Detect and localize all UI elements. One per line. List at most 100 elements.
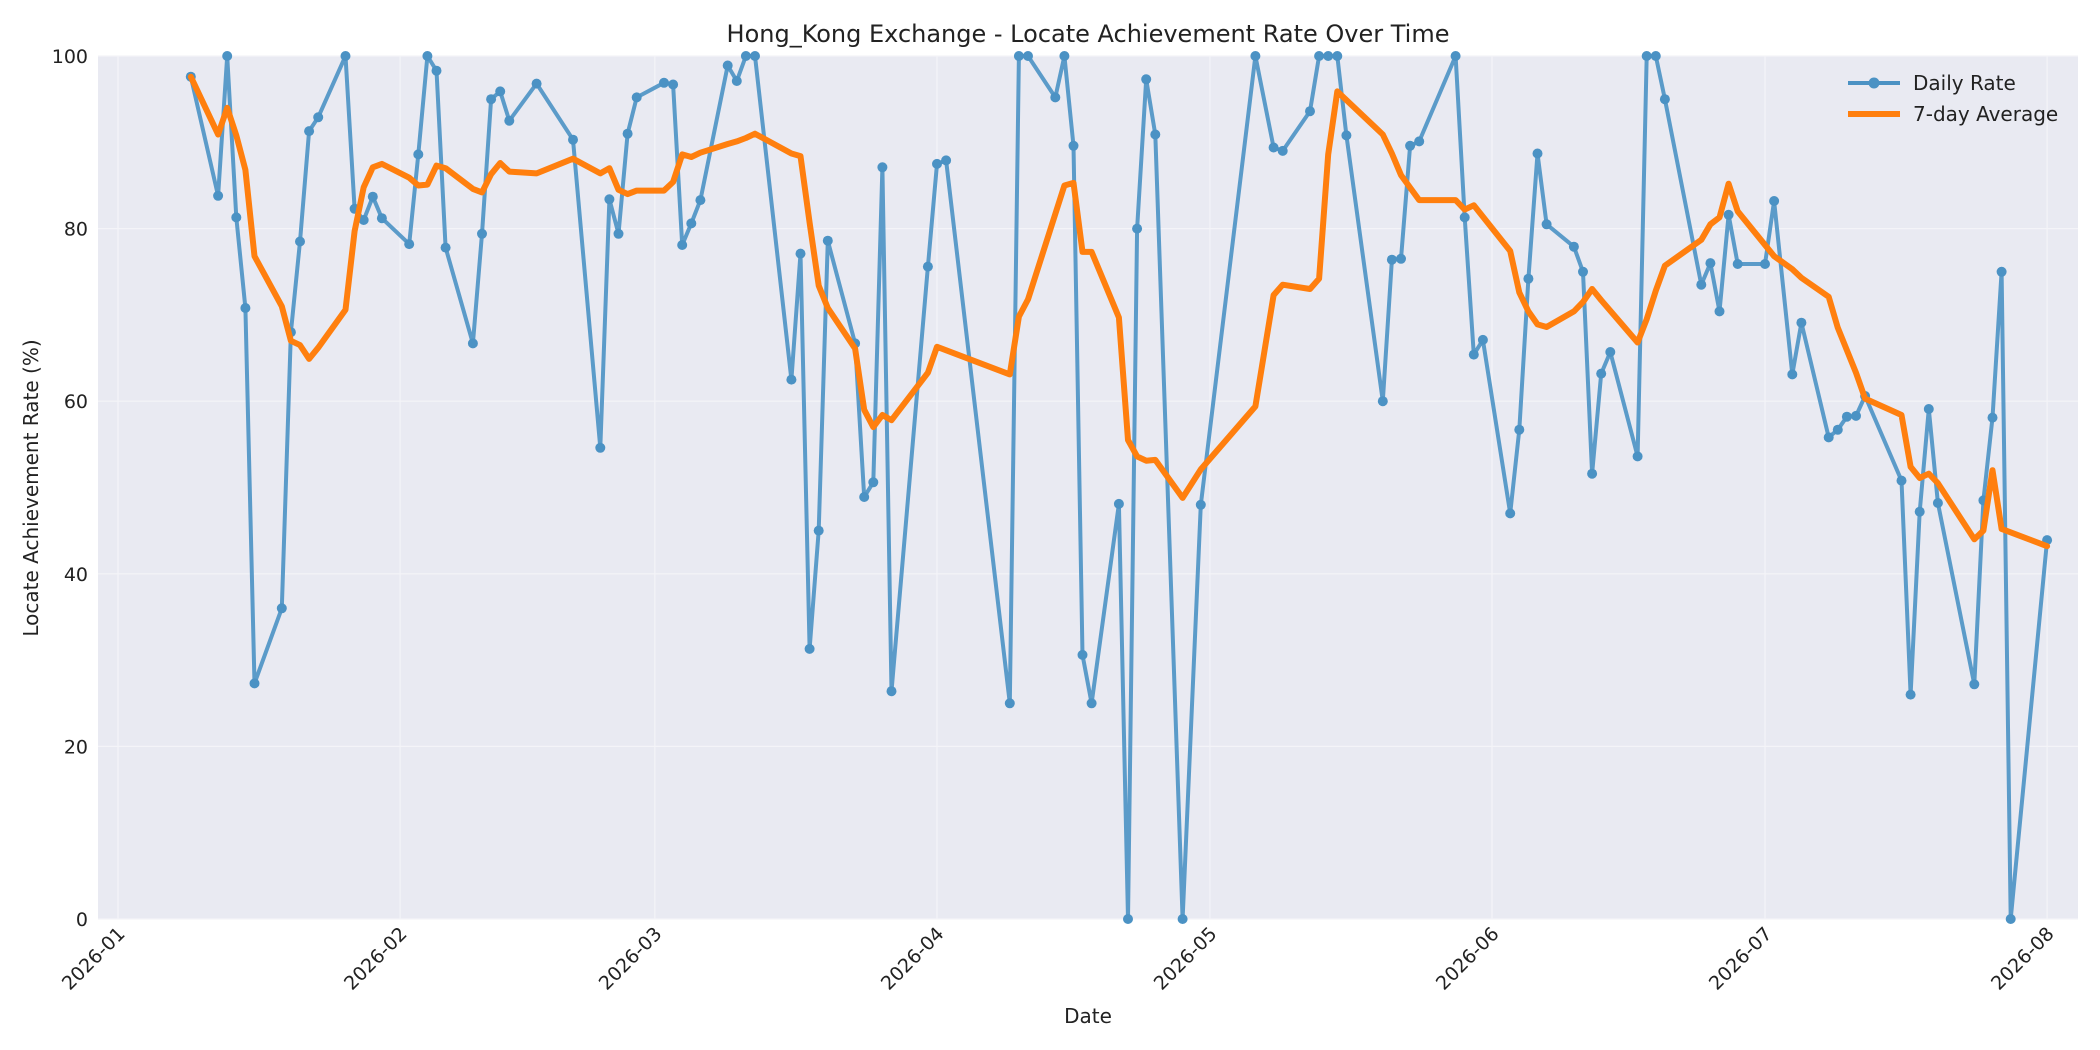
daily-rate-point bbox=[1459, 212, 1470, 223]
daily-rate-point bbox=[1650, 51, 1661, 61]
daily-rate-point bbox=[1004, 698, 1015, 709]
daily-rate-point bbox=[1987, 412, 1998, 423]
daily-rate-point bbox=[1732, 259, 1743, 269]
daily-rate-point bbox=[1841, 411, 1852, 422]
daily-rate-point bbox=[859, 492, 870, 502]
daily-rate-point bbox=[722, 60, 733, 71]
daily-rate-point bbox=[731, 76, 742, 86]
y-axis-ticks: 0 20 40 60 80 100 bbox=[52, 46, 88, 931]
daily-rate-point bbox=[367, 191, 378, 202]
daily-rate-point bbox=[295, 236, 305, 247]
daily-rate-point bbox=[1141, 74, 1152, 85]
daily-rate-point bbox=[1414, 136, 1425, 147]
daily-rate-point bbox=[1113, 498, 1124, 509]
daily-rate-point bbox=[1477, 334, 1488, 345]
daily-rate-point bbox=[659, 77, 669, 88]
x-tick-label: 2026-06 bbox=[1432, 923, 1504, 995]
daily-rate-point bbox=[1532, 148, 1543, 159]
daily-rate-point bbox=[1714, 306, 1725, 317]
daily-rate-point bbox=[376, 213, 387, 224]
daily-rate-point bbox=[1787, 369, 1798, 380]
daily-rate-point bbox=[1305, 106, 1315, 117]
daily-rate-point bbox=[1314, 51, 1325, 61]
daily-rate-point bbox=[1923, 404, 1934, 414]
daily-rate-point bbox=[340, 51, 351, 61]
daily-rate-point bbox=[1696, 279, 1707, 290]
daily-rate-point bbox=[1914, 506, 1925, 517]
daily-rate-point bbox=[1969, 679, 1980, 690]
daily-rate-point bbox=[795, 248, 806, 259]
daily-rate-point bbox=[695, 195, 706, 206]
legend: Daily Rate 7-day Average bbox=[1848, 71, 2058, 126]
daily-rate-point bbox=[222, 51, 233, 61]
daily-rate-point bbox=[1596, 368, 1607, 379]
x-tick-label: 2026-04 bbox=[877, 923, 949, 995]
average-series bbox=[187, 73, 2051, 550]
daily-rate-point bbox=[1723, 209, 1734, 220]
daily-rate-point bbox=[686, 218, 697, 229]
daily-rate-point bbox=[240, 303, 251, 313]
daily-rate-point bbox=[932, 158, 942, 169]
x-tick-label: 2026-03 bbox=[595, 923, 667, 995]
legend-daily-marker bbox=[1868, 77, 1880, 89]
daily-rate-point bbox=[1514, 424, 1525, 435]
x-tick-label: 2026-02 bbox=[340, 923, 412, 995]
daily-rate-point bbox=[1996, 266, 2007, 277]
daily-rate-point bbox=[1277, 145, 1288, 156]
daily-rate-point bbox=[595, 442, 606, 453]
daily-rate-point bbox=[504, 115, 515, 126]
daily-rate-point bbox=[313, 112, 324, 123]
daily-rate-point bbox=[568, 134, 578, 145]
daily-rate-series bbox=[185, 51, 2053, 924]
daily-rate-point bbox=[668, 79, 679, 90]
daily-rate-point bbox=[822, 235, 833, 246]
daily-rate-point bbox=[631, 92, 642, 103]
daily-rate-point bbox=[1705, 258, 1716, 269]
daily-rate-point bbox=[1932, 498, 1943, 508]
daily-rate-point bbox=[431, 65, 442, 76]
daily-rate-line bbox=[188, 54, 2050, 921]
daily-rate-point bbox=[1769, 196, 1780, 206]
daily-rate-point bbox=[413, 149, 424, 160]
daily-rate-point bbox=[1641, 51, 1652, 61]
daily-rate-point bbox=[1077, 649, 1088, 660]
daily-rate-point bbox=[886, 686, 897, 697]
x-axis-ticks: 2026-01 2026-02 2026-03 2026-04 2026-05 2026-… bbox=[58, 923, 2059, 995]
daily-rate-point bbox=[1386, 254, 1397, 265]
daily-rate-point bbox=[1541, 219, 1552, 230]
daily-rate-point bbox=[740, 51, 751, 61]
daily-rate-point bbox=[1823, 432, 1834, 443]
daily-rate-point bbox=[1177, 914, 1188, 924]
legend-average-label: 7-day Average bbox=[1913, 102, 2058, 126]
daily-rate-point bbox=[677, 240, 688, 250]
daily-rate-point bbox=[1086, 698, 1097, 709]
chart-title: Hong_Kong Exchange - Locate Achievement … bbox=[727, 20, 1450, 48]
plot-background bbox=[98, 56, 2078, 919]
daily-rate-point bbox=[1523, 273, 1534, 284]
x-tick-label: 2026-05 bbox=[1150, 923, 1222, 995]
daily-rate-point bbox=[1851, 410, 1861, 421]
daily-rate-point bbox=[404, 239, 415, 250]
daily-rate-point bbox=[213, 190, 224, 201]
daily-rate-point bbox=[1023, 51, 1033, 61]
daily-rate-point bbox=[1587, 468, 1598, 479]
daily-rate-point bbox=[868, 477, 879, 488]
daily-rate-point bbox=[1568, 241, 1579, 252]
average-line bbox=[187, 73, 2051, 550]
daily-rate-point bbox=[622, 128, 633, 139]
daily-rate-point bbox=[1323, 51, 1334, 61]
legend-daily-label: Daily Rate bbox=[1913, 71, 2016, 95]
x-tick-label: 2026-07 bbox=[1705, 923, 1777, 995]
daily-rate-point bbox=[276, 603, 287, 614]
daily-rate-point bbox=[1905, 689, 1916, 700]
daily-rate-point bbox=[1050, 92, 1061, 103]
daily-rate-point bbox=[440, 242, 451, 253]
daily-rate-point bbox=[604, 194, 615, 205]
daily-rate-point bbox=[1268, 142, 1279, 153]
daily-rate-point bbox=[467, 338, 478, 349]
daily-rate-point bbox=[1505, 508, 1516, 519]
daily-rate-point bbox=[1377, 396, 1388, 407]
daily-rate-point bbox=[231, 212, 242, 223]
daily-rate-point bbox=[1405, 140, 1416, 151]
